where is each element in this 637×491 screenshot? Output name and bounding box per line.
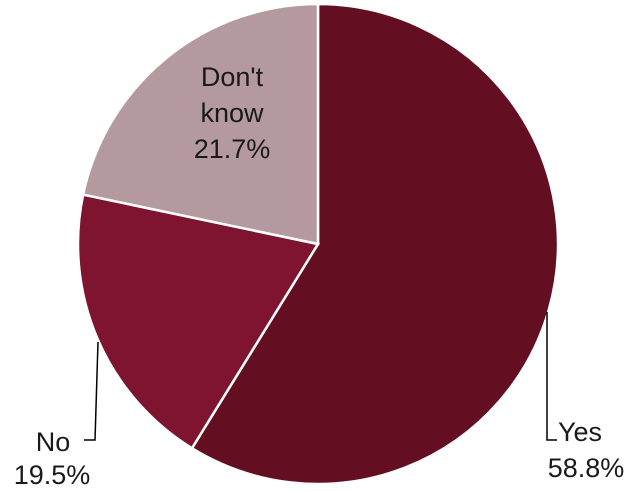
dont-know-label-line1: Don't <box>201 62 264 92</box>
yes-label-name: Yes <box>558 417 602 447</box>
yes-leader-line <box>546 312 557 441</box>
yes-label: Yes 58.8% <box>548 417 625 483</box>
no-label: No 19.5% <box>14 427 91 490</box>
pie-slice-don-t <box>81 2 320 246</box>
pie-slice-yes <box>190 2 560 486</box>
no-leader-line <box>84 341 99 441</box>
dont-know-label: Don't know 21.7% <box>194 62 271 164</box>
yes-value-label: 58.8% <box>548 453 625 483</box>
no-value-label: 19.5% <box>14 460 91 490</box>
pie-slice-no <box>76 193 320 450</box>
dont-know-value-label: 21.7% <box>194 134 271 164</box>
dont-know-label-line2: know <box>200 98 264 128</box>
no-label-name: No <box>36 427 71 457</box>
pie-slices <box>76 2 560 486</box>
